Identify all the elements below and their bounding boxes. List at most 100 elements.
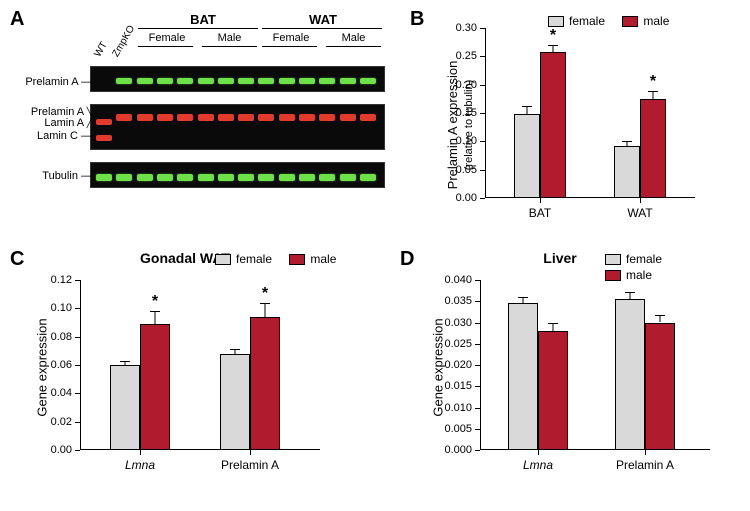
y-tick-label: 0.00	[51, 444, 72, 456]
lane-label-wt: WT	[92, 40, 109, 59]
sex-label: Male	[202, 32, 257, 44]
band	[116, 78, 132, 84]
sex-label: Female	[138, 32, 196, 44]
significance-star: *	[650, 73, 656, 91]
bar-female	[110, 365, 140, 450]
band	[96, 174, 112, 181]
band	[299, 78, 315, 84]
chart-d-legend: female male	[605, 252, 676, 282]
y-tick-label: 0.04	[51, 387, 72, 399]
band	[137, 174, 153, 181]
chart-c: 0.000.020.040.060.080.100.12*Lmna*Prelam…	[80, 280, 320, 450]
y-tick-label: 0.025	[444, 338, 472, 350]
band	[116, 114, 132, 121]
band	[299, 114, 315, 121]
band	[279, 78, 295, 84]
sex-label: Female	[262, 32, 320, 44]
chart-b: 0.000.050.100.150.200.250.30*BAT*WAT	[485, 28, 695, 198]
bar-female	[615, 299, 645, 450]
tissue-label-bat: BAT	[148, 12, 258, 27]
bar-female	[508, 303, 538, 450]
x-label: Prelamin A	[205, 458, 295, 472]
chart-b-legend: female male	[548, 14, 683, 28]
band	[137, 78, 153, 84]
row-label: Lamin C —	[37, 130, 92, 142]
x-label: Prelamin A	[600, 458, 690, 472]
band	[319, 114, 335, 121]
row-label: Tubulin —	[42, 170, 92, 182]
bar-female	[614, 146, 640, 198]
y-tick-label: 0.06	[51, 359, 72, 371]
band	[157, 78, 173, 84]
x-label: Lmna	[493, 458, 583, 472]
band	[177, 114, 193, 121]
chart-b-ytitle: Prelamin A expression(relative to tubuli…	[445, 40, 475, 210]
bar-male	[250, 317, 280, 450]
band	[319, 174, 335, 181]
band	[299, 174, 315, 181]
band	[96, 119, 112, 125]
band	[360, 174, 376, 181]
band	[218, 78, 234, 84]
row-label: Prelamin A —	[25, 76, 92, 88]
y-tick-label: 0.035	[444, 295, 472, 307]
band	[340, 78, 356, 84]
chart-c-legend: female male	[215, 252, 350, 266]
band	[360, 114, 376, 121]
row-label: Lamin A ╱	[44, 117, 92, 129]
band	[258, 114, 274, 121]
y-tick-label: 0.040	[444, 274, 472, 286]
significance-star: *	[262, 285, 268, 303]
band	[279, 114, 295, 121]
blot-row-lamin-red	[90, 104, 385, 150]
band	[258, 174, 274, 181]
band	[360, 78, 376, 84]
y-tick-label: 0.030	[444, 317, 472, 329]
y-tick-label: 0.010	[444, 402, 472, 414]
y-tick-label: 0.005	[444, 423, 472, 435]
band	[137, 114, 153, 121]
lane-label-zmpko: ZmpKO	[110, 24, 137, 59]
chart-d-ytitle: Gene expression	[431, 308, 446, 428]
y-tick-label: 0.02	[51, 416, 72, 428]
band	[319, 78, 335, 84]
band	[198, 114, 214, 121]
band	[218, 114, 234, 121]
chart-c-ytitle: Gene expression	[35, 308, 50, 428]
band	[198, 174, 214, 181]
band	[177, 174, 193, 181]
y-tick-label: 0.08	[51, 331, 72, 343]
y-tick-label: 0.015	[444, 380, 472, 392]
band	[238, 174, 254, 181]
bar-female	[220, 354, 250, 450]
panel-d-label: D	[400, 248, 414, 271]
panel-a: A BAT WAT Female Male Female Male WT Zmp…	[10, 8, 390, 223]
band	[116, 174, 132, 181]
tissue-label-wat: WAT	[268, 12, 378, 27]
sex-label: Male	[326, 32, 381, 44]
band	[340, 114, 356, 121]
band	[198, 78, 214, 84]
band	[238, 114, 254, 121]
y-tick-label: 0.12	[51, 274, 72, 286]
band	[157, 114, 173, 121]
band	[96, 135, 112, 141]
significance-star: *	[550, 27, 556, 45]
band	[157, 174, 173, 181]
panel-b-label: B	[410, 8, 424, 31]
band	[279, 174, 295, 181]
bar-male	[538, 331, 568, 450]
y-tick-label: 0.10	[51, 302, 72, 314]
band	[177, 78, 193, 84]
chart-d-title: Liver	[500, 250, 620, 266]
y-tick-label: 0.000	[444, 444, 472, 456]
bar-male	[140, 324, 170, 450]
panel-a-label: A	[10, 8, 24, 31]
band	[218, 174, 234, 181]
band	[340, 174, 356, 181]
x-label: WAT	[595, 206, 685, 220]
y-tick-label: 0.30	[456, 22, 477, 34]
y-tick-label: 0.020	[444, 359, 472, 371]
bar-male	[645, 323, 675, 451]
western-blot-area: BAT WAT Female Male Female Male WT ZmpKO	[90, 16, 385, 216]
